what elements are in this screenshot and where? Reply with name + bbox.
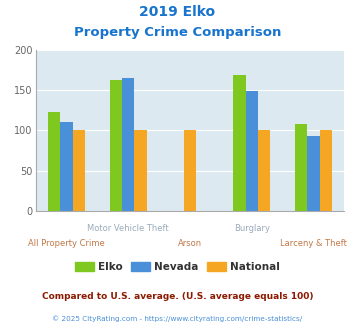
Bar — [307, 136, 320, 211]
Bar — [233, 75, 246, 211]
Bar — [320, 130, 332, 211]
Text: © 2025 CityRating.com - https://www.cityrating.com/crime-statistics/: © 2025 CityRating.com - https://www.city… — [53, 315, 302, 322]
Text: All Property Crime: All Property Crime — [28, 239, 105, 248]
Bar — [48, 112, 60, 211]
Legend: Elko, Nevada, National: Elko, Nevada, National — [71, 258, 284, 276]
Text: Motor Vehicle Theft: Motor Vehicle Theft — [87, 224, 169, 233]
Text: 2019 Elko: 2019 Elko — [140, 5, 215, 19]
Bar — [60, 122, 72, 211]
Bar — [72, 130, 85, 211]
Text: Property Crime Comparison: Property Crime Comparison — [74, 26, 281, 39]
Bar — [295, 124, 307, 211]
Bar — [184, 130, 196, 211]
Text: Compared to U.S. average. (U.S. average equals 100): Compared to U.S. average. (U.S. average … — [42, 292, 313, 301]
Text: Larceny & Theft: Larceny & Theft — [280, 239, 347, 248]
Bar — [246, 91, 258, 211]
Bar — [110, 80, 122, 211]
Bar — [134, 130, 147, 211]
Bar — [258, 130, 270, 211]
Text: Burglary: Burglary — [234, 224, 270, 233]
Text: Arson: Arson — [178, 239, 202, 248]
Bar — [122, 78, 134, 211]
